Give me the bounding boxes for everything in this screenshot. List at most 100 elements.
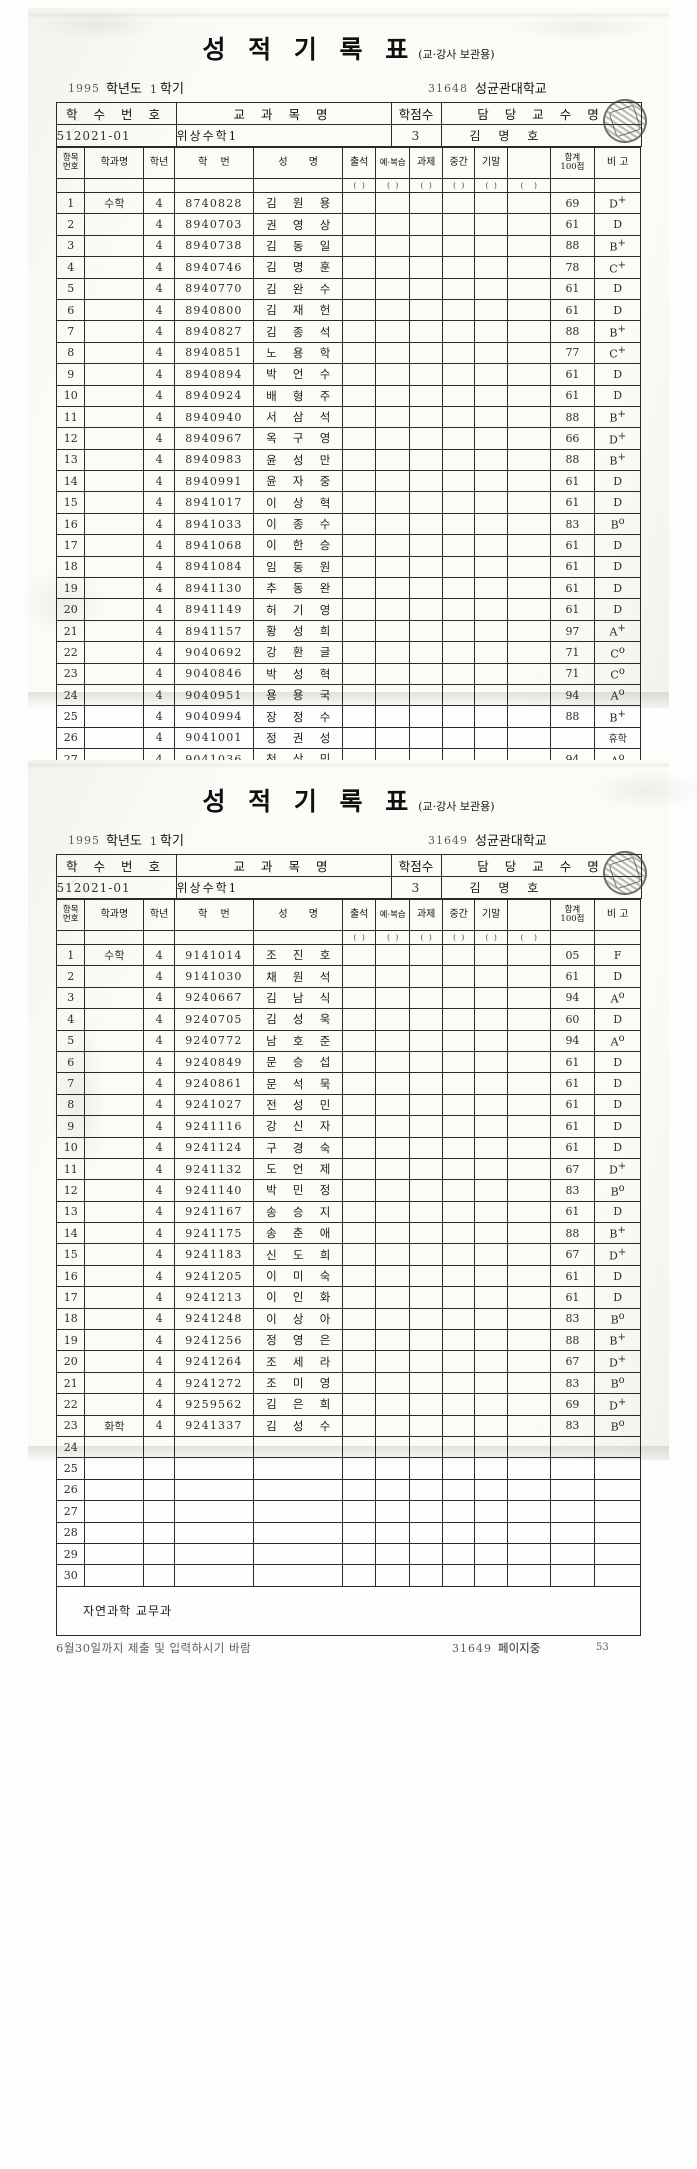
cell-grade-year: 4 [143, 1393, 175, 1416]
cell-attendance [342, 555, 376, 579]
cell-assignment [409, 448, 443, 472]
table-row[interactable]: 18 4 8941084 임 동 원 61 D [55, 555, 641, 579]
cell-department [84, 598, 145, 621]
table-row[interactable]: 8 4 8940851 노 용 학 77 C+ [55, 341, 641, 365]
table-row[interactable]: 17 4 9241213 이 인 화 61 D [55, 1286, 641, 1309]
cell-review [374, 1029, 411, 1052]
table-row[interactable]: 3 4 8940738 김 동 일 88 B+ [55, 234, 641, 258]
table-row[interactable]: 2 4 8940703 권 영 상 61 D [55, 213, 641, 236]
table-row[interactable]: 21 4 9241272 조 미 영 83 Bo [55, 1371, 641, 1395]
table-row[interactable]: 24 4 9040951 용 용 국 94 Ao [55, 683, 641, 707]
col-name-2: 성 명 [253, 899, 344, 931]
cell-midterm [441, 427, 476, 450]
table-row[interactable]: 12 4 9241140 박 민 정 83 Bo [55, 1179, 641, 1202]
table-row[interactable]: 25 [55, 1457, 641, 1480]
table-row[interactable]: 23 4 9040846 박 성 혁 71 Co [55, 662, 641, 685]
table-row[interactable]: 9 4 9241116 강 신 자 61 D [55, 1115, 641, 1138]
cell-department [84, 705, 145, 728]
cell-item-no: 24 [55, 1435, 86, 1459]
table-row[interactable]: 23 화학 4 9241337 김 성 수 83 Bo [55, 1414, 641, 1437]
cell-review [374, 705, 411, 728]
table-row[interactable]: 16 4 9241205 이 미 숙 61 D [55, 1264, 641, 1288]
table-row[interactable]: 12 4 8940967 옥 구 영 66 D+ [55, 427, 641, 450]
cell-department [84, 1457, 145, 1480]
cell-grade-year: 4 [143, 298, 175, 322]
col-review: 예·복습 [374, 147, 411, 179]
cell-student-id: 9241213 [173, 1286, 255, 1309]
table-row[interactable]: 1 수학 4 8740828 김 원 용 69 D+ [55, 191, 641, 215]
cell-review [374, 1243, 411, 1266]
table-row[interactable]: 15 4 9241183 신 도 희 67 D+ [55, 1243, 641, 1266]
table-row[interactable]: 18 4 9241248 이 상 아 83 Bo [55, 1307, 641, 1331]
cell-department [84, 427, 145, 450]
cell-midterm [441, 298, 476, 322]
table-row[interactable]: 19 4 9241256 정 영 은 88 B+ [55, 1329, 641, 1352]
cell-grade-year: 4 [143, 512, 175, 536]
table-row[interactable]: 9 4 8940894 박 언 수 61 D [55, 363, 641, 386]
table-row[interactable]: 10 4 9241124 구 경 숙 61 D [55, 1136, 641, 1159]
cell-grade-year: 4 [143, 726, 175, 750]
cell-item-no: 2 [55, 213, 86, 236]
table-row[interactable]: 5 4 8940770 김 완 수 61 D [55, 277, 641, 300]
table-row[interactable]: 4 4 9240705 김 성 욱 60 D [55, 1008, 641, 1031]
cell-attendance [342, 1435, 376, 1459]
table-row[interactable]: 21 4 8941157 황 성 희 97 A+ [55, 619, 641, 643]
cell-grade-year: 4 [143, 1222, 175, 1245]
table-row[interactable]: 16 4 8941033 이 종 수 83 Bo [55, 512, 641, 536]
cell-assignment [409, 1179, 443, 1202]
table-row[interactable]: 8 4 9241027 전 성 민 61 D [55, 1093, 641, 1117]
table-row[interactable]: 30 [55, 1564, 641, 1587]
table-row[interactable]: 7 4 8940827 김 종 석 88 B+ [55, 320, 641, 343]
table-row[interactable]: 6 4 8940800 김 재 헌 61 D [55, 298, 641, 322]
table-row[interactable]: 15 4 8941017 이 상 혁 61 D [55, 491, 641, 514]
table-row[interactable]: 26 4 9041001 정 권 성 휴학 [55, 726, 641, 750]
table-row[interactable]: 27 [55, 1500, 641, 1523]
table-row[interactable]: 1 수학 4 9141014 조 진 호 05 F [55, 943, 641, 967]
table-row[interactable]: 14 4 9241175 송 춘 애 88 B+ [55, 1222, 641, 1245]
table-row[interactable]: 3 4 9240667 김 남 식 94 Ao [55, 986, 641, 1010]
cell-department [84, 1243, 145, 1266]
footer-sheet-number-2: 31649 [452, 1641, 492, 1655]
table-row[interactable]: 2 4 9141030 채 원 석 61 D [55, 965, 641, 988]
cell-extra [506, 683, 551, 707]
table-row[interactable]: 14 4 8940991 윤 자 중 61 D [55, 470, 641, 493]
table-row[interactable]: 10 4 8940924 배 형 주 61 D [55, 384, 641, 407]
cell-student-id: 8940827 [173, 320, 255, 343]
cell-student-id: 8740828 [173, 191, 255, 215]
cell-review [374, 1435, 411, 1459]
cell-extra [506, 1500, 551, 1523]
table-row[interactable]: 20 4 9241264 조 세 라 67 D+ [55, 1350, 641, 1373]
table-row[interactable]: 7 4 9240861 문 석 묵 61 D [55, 1072, 641, 1095]
cell-final [474, 1029, 508, 1052]
col-department: 학과명 [84, 147, 145, 179]
table-row[interactable]: 22 4 9040692 강 환 글 71 Co [55, 641, 641, 664]
table-row[interactable]: 29 [55, 1542, 641, 1566]
table-row[interactable]: 22 4 9259562 김 은 희 69 D+ [55, 1393, 641, 1416]
table-row[interactable]: 25 4 9040994 장 정 수 88 B+ [55, 705, 641, 728]
cell-midterm [441, 1200, 476, 1224]
table-row[interactable]: 24 [55, 1435, 641, 1459]
cell-student-id: 8941033 [173, 512, 255, 536]
table-row[interactable]: 13 4 8940983 윤 성 만 88 B+ [55, 448, 641, 472]
table-row[interactable]: 28 [55, 1521, 641, 1544]
cell-extra [506, 1136, 551, 1159]
table-row[interactable]: 20 4 8941149 허 기 영 61 D [55, 598, 641, 621]
table-row[interactable]: 17 4 8941068 이 한 승 61 D [55, 534, 641, 557]
table-row[interactable]: 6 4 9240849 문 승 섭 61 D [55, 1050, 641, 1074]
cell-final [474, 619, 508, 643]
table-row[interactable]: 11 4 8940940 서 삼 석 88 B+ [55, 405, 641, 429]
table-row[interactable]: 11 4 9241132 도 언 제 67 D+ [55, 1157, 641, 1181]
cell-extra [506, 234, 551, 258]
cell-extra [506, 1414, 551, 1437]
table-row[interactable]: 26 [55, 1478, 641, 1502]
table-row[interactable]: 4 4 8940746 김 명 훈 78 C+ [55, 256, 641, 279]
table-row[interactable]: 13 4 9241167 송 승 지 61 D [55, 1200, 641, 1224]
col-remark: 비 고 [594, 147, 641, 179]
cell-midterm [441, 577, 476, 600]
cell-attendance [342, 1307, 376, 1331]
table-row[interactable]: 5 4 9240772 남 호 준 94 Ao [55, 1029, 641, 1052]
cell-letter-grade: Ao [594, 683, 641, 707]
table-row[interactable]: 19 4 8941130 추 동 완 61 D [55, 577, 641, 600]
